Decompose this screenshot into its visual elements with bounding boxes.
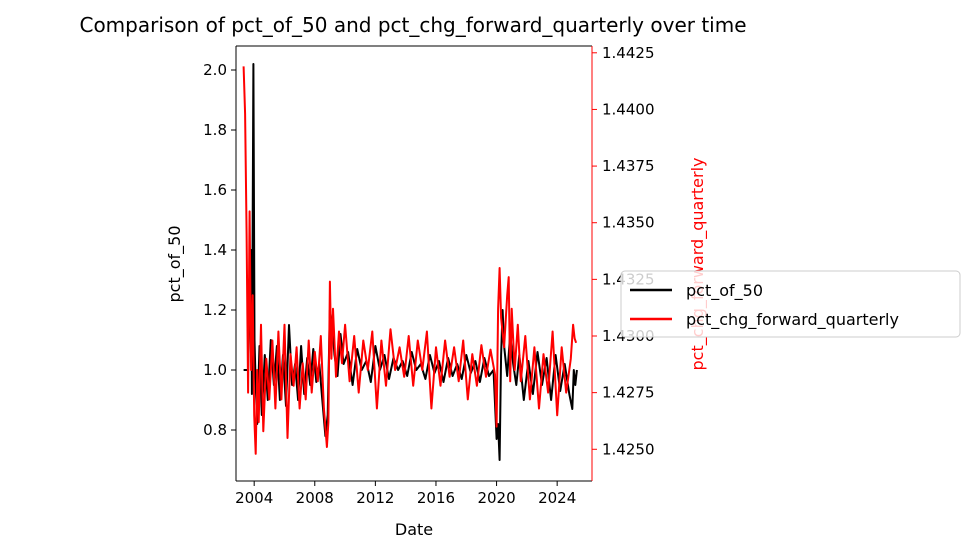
series-layer bbox=[242, 63, 578, 461]
y-axis-right: 1.42501.42751.43001.43251.43501.43751.44… bbox=[592, 44, 655, 458]
y-axis-left: 0.8 1.0 1.2 1.4 1.6 1.8 2.0 bbox=[203, 61, 236, 439]
x-tick-label: 2020 bbox=[477, 489, 515, 507]
y-left-tick-label: 1.8 bbox=[203, 121, 227, 139]
y-right-tick-label: 1.4400 bbox=[602, 100, 655, 118]
y-left-tick-label: 0.8 bbox=[203, 421, 227, 439]
x-tick-label: 2004 bbox=[235, 489, 273, 507]
x-tick-label: 2012 bbox=[356, 489, 394, 507]
legend-frame bbox=[620, 270, 961, 338]
x-tick-label: 2024 bbox=[538, 489, 576, 507]
y-right-tick-label: 1.4425 bbox=[602, 44, 655, 62]
y-left-tick-label: 2.0 bbox=[203, 61, 227, 79]
x-axis-label: Date bbox=[395, 520, 433, 539]
y-axis-right-label: pct_chg_forward_quarterly bbox=[688, 158, 708, 371]
y-right-tick-label: 1.4375 bbox=[602, 157, 655, 175]
x-tick-label: 2008 bbox=[296, 489, 334, 507]
y-left-tick-label: 1.6 bbox=[203, 181, 227, 199]
y-right-tick-label: 1.4250 bbox=[602, 440, 655, 458]
x-tick-label: 2016 bbox=[417, 489, 455, 507]
plot-frame bbox=[235, 45, 593, 482]
y-right-tick-label: 1.4350 bbox=[602, 214, 655, 232]
series-line-pct_chg_forward_quarterly bbox=[242, 66, 578, 455]
chart-title: Comparison of pct_of_50 and pct_chg_forw… bbox=[79, 13, 746, 37]
legend-label-pct_of_50: pct_of_50 bbox=[686, 281, 763, 301]
y-left-tick-label: 1.2 bbox=[203, 301, 227, 319]
y-left-tick-label: 1.0 bbox=[203, 361, 227, 379]
legend: pct_of_50 pct_chg_forward_quarterly bbox=[620, 270, 961, 338]
y-left-tick-label: 1.4 bbox=[203, 241, 227, 259]
y-axis-left-label: pct_of_50 bbox=[165, 225, 185, 302]
series-line-pct_of_50 bbox=[243, 63, 578, 461]
y-right-tick-label: 1.4275 bbox=[602, 384, 655, 402]
x-axis: 2004 2008 2012 2016 2020 2024 bbox=[235, 481, 576, 507]
legend-label-pct_chg_forward_quarterly: pct_chg_forward_quarterly bbox=[686, 310, 899, 330]
